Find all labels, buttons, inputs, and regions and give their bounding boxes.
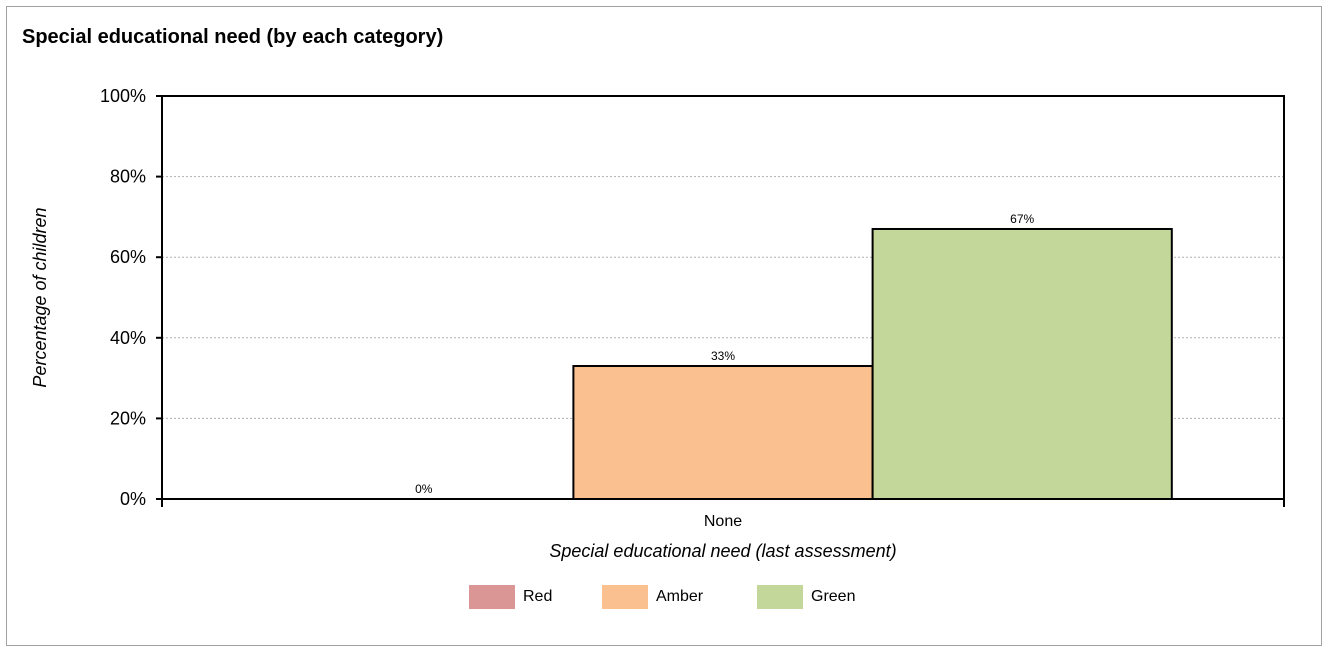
bar-amber: [572, 365, 874, 501]
legend-swatch-red: [469, 585, 515, 609]
data-label-green: 67%: [1010, 212, 1034, 226]
data-label-red: 0%: [415, 482, 433, 496]
plot-frame: [161, 95, 1285, 500]
x-tick-label: None: [704, 513, 742, 530]
legend-label-green: Green: [811, 588, 856, 605]
bar-chart: 0% 33% 67% 0% 20% 40% 60% 80% 100% None Special ed…: [30, 86, 1285, 561]
legend-label-red: Red: [523, 588, 553, 605]
chart-title: Special educational need (by each catego…: [22, 26, 444, 48]
data-label-amber: 33%: [711, 349, 735, 363]
y-tick-label: 100%: [100, 86, 146, 106]
y-tick-label: 60%: [110, 247, 146, 267]
legend-swatch-green: [757, 585, 803, 609]
legend-item-amber: Amber: [602, 584, 703, 610]
legend-label-amber: Amber: [656, 588, 704, 605]
legend-item-green: Green: [757, 584, 855, 610]
x-axis-title: Special educational need (last assessmen…: [549, 541, 896, 561]
y-tick-label: 40%: [110, 328, 146, 348]
y-axis-title: Percentage of children: [30, 207, 50, 387]
legend-item-red: Red: [469, 584, 552, 610]
legend-swatch-amber: [602, 585, 648, 609]
y-tick-label: 20%: [110, 408, 146, 428]
y-tick-label: 80%: [110, 167, 146, 187]
y-tick-label: 0%: [120, 489, 146, 509]
chart-legend: Red Amber Green: [0, 584, 1330, 610]
bar-green: [871, 227, 1173, 501]
